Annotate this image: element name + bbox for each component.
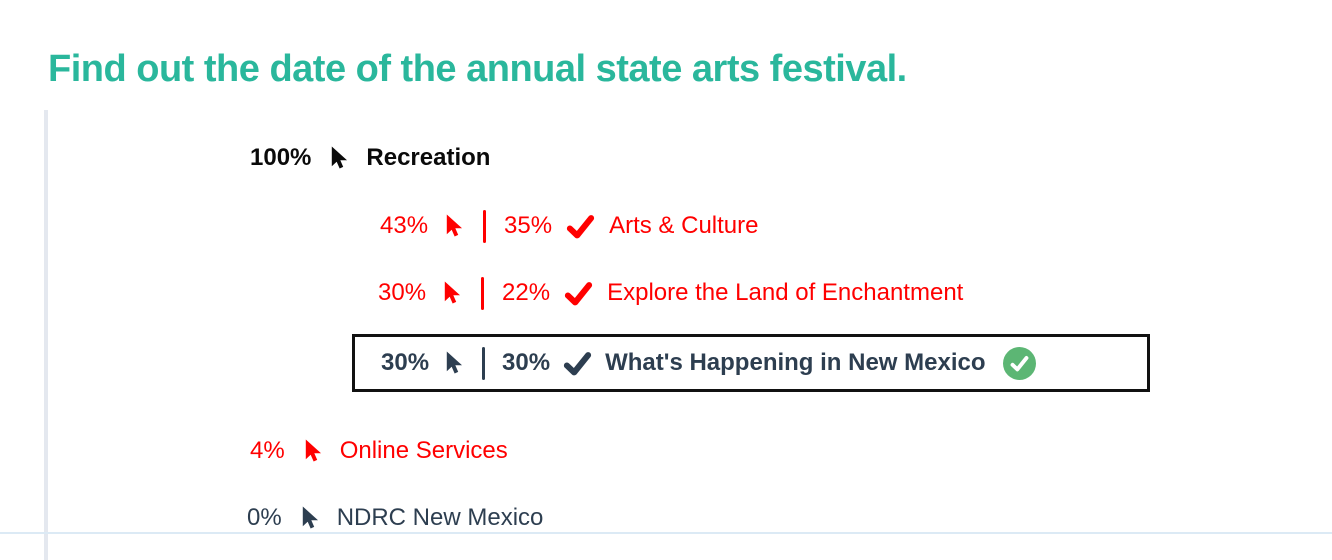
cursor-icon xyxy=(442,212,465,240)
trace-row-recreation: 100% Recreation xyxy=(250,138,490,178)
link-label: What's Happening in New Mexico xyxy=(605,349,986,376)
check-icon xyxy=(564,279,593,308)
cursor-icon xyxy=(440,279,463,307)
task-title: Find out the date of the annual state ar… xyxy=(48,48,907,90)
link-label: Explore the Land of Enchantment xyxy=(607,279,964,306)
link-label: Arts & Culture xyxy=(609,212,759,239)
hover-percent: 100% xyxy=(250,144,312,171)
hover-percent: 30% xyxy=(381,349,430,376)
separator-bar xyxy=(483,209,487,243)
trace-row-ndrc-new-mexico: 0% NDRC New Mexico xyxy=(247,498,543,538)
separator-bar xyxy=(482,346,486,380)
trace-row-whats-happening-selected: 30% 30% What's Happening in New Mexico xyxy=(352,334,1150,392)
check-icon xyxy=(563,349,592,378)
verified-icon xyxy=(1002,346,1036,380)
cursor-icon xyxy=(301,437,324,465)
cursor-icon xyxy=(327,144,350,172)
click-percent: 35% xyxy=(504,212,553,239)
hover-percent: 43% xyxy=(380,212,429,239)
bottom-divider-line xyxy=(0,532,1332,534)
click-percent: 22% xyxy=(502,279,551,306)
separator-bar xyxy=(481,276,485,310)
link-label: Recreation xyxy=(366,144,491,171)
cursor-icon xyxy=(298,504,321,532)
hover-percent: 4% xyxy=(250,437,285,464)
check-icon xyxy=(566,212,595,241)
tree-guide-line xyxy=(44,110,48,560)
click-percent: 30% xyxy=(502,349,551,376)
link-label: Online Services xyxy=(339,437,508,464)
cursor-icon xyxy=(442,349,465,377)
link-label: NDRC New Mexico xyxy=(336,504,544,531)
trace-row-explore-enchantment: 30% 22% Explore the Land of Enchantment xyxy=(378,273,963,313)
trace-row-arts-culture: 43% 35% Arts & Culture xyxy=(380,206,758,246)
trace-row-online-services: 4% Online Services xyxy=(250,431,508,471)
hover-percent: 0% xyxy=(247,504,282,531)
hover-percent: 30% xyxy=(378,279,427,306)
